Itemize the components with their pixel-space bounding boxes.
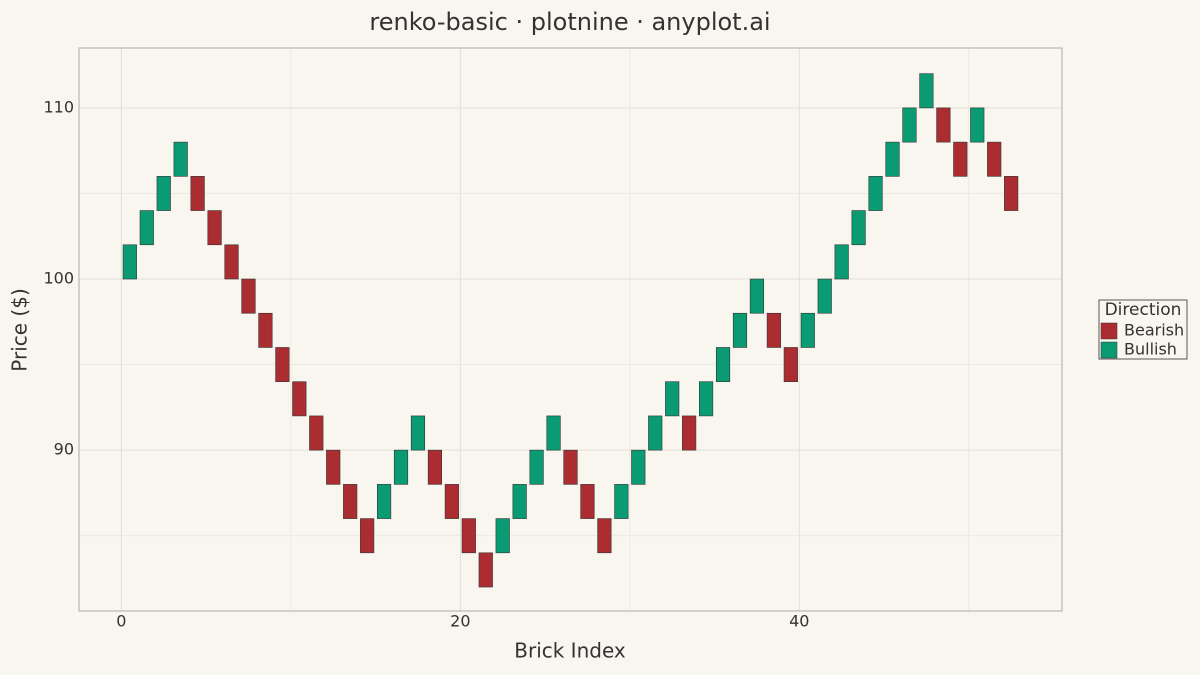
brick	[139, 210, 154, 246]
legend-box	[1098, 299, 1188, 360]
brick	[851, 210, 866, 246]
brick	[800, 312, 815, 348]
brick	[241, 278, 256, 314]
brick	[309, 415, 324, 451]
brick	[427, 449, 442, 485]
brick	[546, 415, 561, 451]
brick	[478, 552, 493, 588]
brick	[631, 449, 646, 485]
chart-title: renko-basic · plotnine · anyplot.ai	[369, 8, 770, 36]
legend-swatch	[1100, 341, 1118, 359]
brick	[614, 484, 629, 519]
brick	[817, 278, 832, 314]
brick	[766, 312, 781, 348]
brick	[868, 176, 883, 211]
brick	[495, 518, 510, 554]
brick	[326, 449, 341, 485]
brick	[648, 415, 663, 451]
brick	[597, 518, 612, 554]
brick	[512, 484, 527, 519]
x-tick-label: 0	[116, 612, 126, 631]
brick	[376, 484, 392, 519]
brick	[919, 73, 934, 109]
legend-swatch	[1100, 322, 1118, 340]
x-tick-label: 20	[450, 612, 470, 631]
brick	[444, 484, 459, 519]
brick	[834, 244, 849, 280]
legend-title: Direction	[1105, 300, 1182, 320]
brick	[953, 141, 968, 177]
brick	[732, 312, 748, 348]
brick	[987, 141, 1002, 177]
brick	[970, 107, 985, 143]
brick	[360, 518, 375, 554]
brick	[715, 347, 731, 382]
brick	[563, 449, 578, 485]
brick	[461, 518, 476, 554]
brick	[1004, 176, 1019, 211]
y-tick-label: 110	[43, 97, 74, 116]
brick	[902, 107, 917, 143]
x-tick-label: 40	[789, 612, 809, 631]
brick	[682, 415, 697, 451]
y-axis-label: Price ($)	[8, 288, 32, 371]
legend-label: Bearish	[1124, 321, 1184, 340]
brick	[393, 449, 409, 485]
brick	[749, 278, 765, 314]
brick	[292, 381, 307, 417]
brick	[936, 107, 951, 143]
brick	[783, 347, 798, 382]
x-axis-label: Brick Index	[514, 639, 626, 663]
brick	[207, 210, 222, 246]
brick	[224, 244, 239, 280]
brick	[343, 484, 358, 519]
brick	[699, 381, 714, 417]
bricks	[122, 73, 1019, 588]
y-tick-label: 90	[54, 440, 74, 459]
brick	[190, 176, 205, 211]
brick	[275, 347, 290, 382]
panel-border	[78, 47, 1063, 612]
brick	[580, 484, 595, 519]
brick	[122, 244, 137, 280]
brick	[885, 141, 900, 177]
brick	[665, 381, 680, 417]
brick	[173, 141, 188, 177]
brick	[529, 449, 544, 485]
brick	[156, 176, 171, 211]
brick	[410, 415, 426, 451]
y-tick-label: 100	[43, 269, 74, 288]
legend-label: Bullish	[1124, 340, 1177, 359]
brick	[258, 312, 273, 348]
